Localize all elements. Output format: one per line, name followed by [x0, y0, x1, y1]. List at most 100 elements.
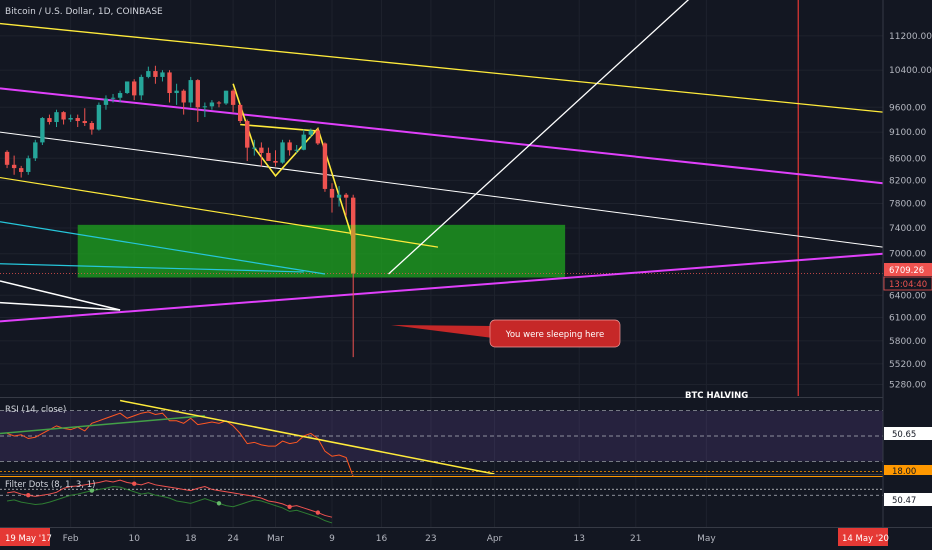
candle-body	[146, 71, 151, 77]
time-tick-label: 16	[376, 534, 388, 544]
candle-body	[266, 152, 271, 161]
candle-body	[237, 104, 243, 122]
candle-body	[82, 121, 87, 124]
candle-body	[139, 76, 144, 96]
time-tick-label: May	[697, 534, 716, 544]
demand-zone	[77, 224, 566, 278]
filter-dot	[132, 481, 137, 486]
price-tick-label: 6100.00	[889, 314, 926, 324]
candle-body	[33, 142, 38, 159]
candle-body	[47, 118, 52, 123]
candle-body	[117, 93, 123, 98]
candle-body	[223, 90, 229, 104]
price-tick-label: 7400.00	[889, 224, 926, 234]
price-tag	[884, 263, 932, 276]
candle-body	[75, 118, 80, 122]
candle-body	[273, 160, 278, 163]
filter-dot	[26, 493, 31, 498]
price-tick-label: 8600.00	[889, 154, 926, 164]
rsi-value-tag-text: 50.65	[892, 430, 916, 440]
candle-body	[4, 151, 10, 165]
countdown-tag-text: 13:04:40	[889, 280, 927, 290]
filter-dot	[89, 488, 95, 493]
candle-body	[329, 188, 335, 198]
time-tick-label: 18	[185, 534, 197, 544]
time-tick-label: Feb	[63, 534, 79, 544]
rsi-value-tag	[884, 427, 932, 440]
candle-body	[61, 112, 66, 120]
filter-green-series	[6, 486, 333, 524]
candle-body	[280, 142, 285, 163]
rsi-green-trendline	[0, 414, 205, 435]
chart-title: Bitcoin / U.S. Dollar, 1D, COINBASE	[5, 7, 163, 17]
candle-body	[343, 194, 349, 198]
price-tick-label: 11200.00	[889, 32, 932, 42]
candle-body	[160, 72, 165, 77]
candle-body	[336, 194, 342, 198]
time-axis[interactable]: Feb 10 18 24 Mar 9 16 23 Apr 13 21 May	[63, 534, 717, 544]
candle-body	[89, 123, 95, 130]
time-tick-label: 10	[128, 534, 140, 544]
candle-body	[230, 90, 236, 105]
candle-body	[68, 118, 73, 120]
time-tick-label: Apr	[487, 534, 503, 544]
price-axis[interactable]: 11200.00 10400.00 9600.00 9100.00 8600.00 820…	[889, 32, 932, 391]
candle-body	[132, 81, 137, 96]
candle-body	[103, 98, 109, 105]
dots-value-tag	[884, 493, 932, 506]
candle-body	[252, 147, 257, 149]
candles-layer	[4, 65, 356, 358]
price-tick-label: 8200.00	[889, 176, 926, 186]
time-tick-label: 21	[630, 534, 641, 544]
candle-body	[19, 168, 24, 172]
start-date-tag-text: 19 May '17	[5, 534, 52, 544]
candle-body	[181, 90, 186, 103]
start-date-tag	[0, 528, 50, 546]
price-tick-label: 5280.00	[889, 380, 926, 390]
candle-body	[26, 158, 31, 172]
candle-body	[287, 142, 292, 151]
price-tick-label: 5520.00	[889, 360, 926, 370]
filter-dot	[216, 501, 222, 506]
candle-body	[11, 164, 17, 169]
candle-body	[209, 102, 215, 107]
cyan-trendline-b	[0, 263, 304, 273]
rsi-orange-tag-text: 18.00	[892, 467, 916, 477]
price-tag-text: 6709.26	[889, 266, 924, 276]
candle-body	[294, 149, 299, 151]
sleeping-callout[interactable]: You were sleeping here	[391, 319, 621, 348]
dots-value-tag-text: 50.47	[892, 496, 916, 506]
candle-body	[153, 71, 158, 77]
halving-date-tag-text: 14 May '20	[842, 534, 889, 544]
filter-red-series	[6, 479, 333, 518]
time-tick-label: 9	[329, 534, 335, 544]
price-tick-label: 9100.00	[889, 128, 926, 138]
white-breakout-line	[388, 0, 690, 275]
white-wedge-top	[0, 280, 121, 311]
lower-yellow-trendline	[0, 176, 439, 248]
filter-dot	[287, 504, 292, 509]
candle-body	[245, 121, 250, 148]
candle-body	[110, 97, 116, 99]
candle-body	[216, 102, 222, 104]
time-tick-label: 13	[574, 534, 585, 544]
halving-label: BTC HALVING	[685, 391, 748, 401]
callout-pointer	[391, 325, 493, 338]
rsi-legend[interactable]: RSI (14, close)	[5, 405, 66, 415]
candle-body	[259, 147, 264, 153]
rsi-yellow-trendline	[119, 399, 495, 475]
price-tick-label: 5800.00	[889, 337, 926, 347]
candle-body	[315, 130, 321, 144]
filter-dots-legend[interactable]: Filter Dots (8, 1, 3, 1)	[5, 480, 95, 490]
callout-box	[489, 319, 621, 348]
upper-magenta-trendline	[0, 87, 884, 185]
candle-body	[167, 72, 172, 94]
candle-body	[322, 143, 328, 189]
candle-body	[40, 118, 45, 143]
countdown-tag	[883, 276, 932, 291]
candle-body	[174, 90, 179, 94]
rsi-orange-tag	[884, 465, 932, 475]
candle-body	[195, 80, 200, 108]
last-candle-highlight	[351, 224, 356, 274]
